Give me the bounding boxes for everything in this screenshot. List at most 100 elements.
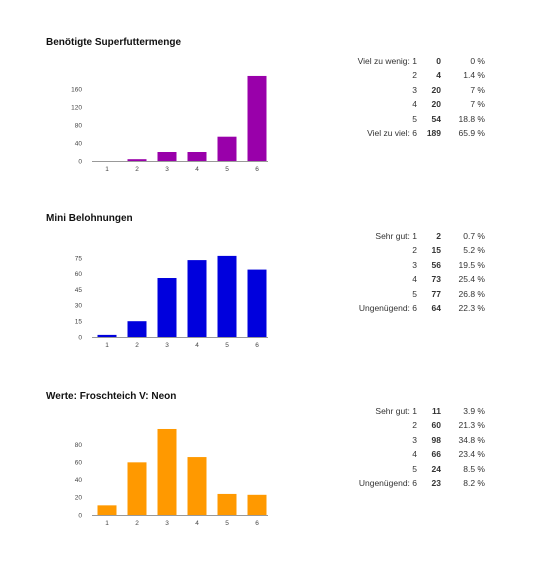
stats-percent: 3.9 %	[463, 406, 485, 416]
stats-row: 2 4 1.4 %	[355, 68, 485, 82]
bar-5	[217, 493, 237, 515]
stats-label: Sehr gut: 1	[375, 231, 417, 241]
stats-percent: 8.5 %	[463, 463, 485, 474]
stats-label: Sehr gut: 1	[375, 406, 417, 416]
x-tick-label: 3	[165, 166, 169, 173]
stats-label: 4	[412, 274, 417, 285]
y-tick-label: 60	[75, 460, 83, 467]
stats-row: 4 73 25.4 %	[355, 272, 485, 286]
stats-count: 66	[431, 449, 441, 460]
stats-percent: 25.4 %	[458, 274, 485, 285]
x-tick-label: 5	[225, 520, 229, 527]
x-tick-label: 2	[135, 342, 139, 349]
stats-label: Ungenügend: 6	[358, 303, 417, 314]
stats-percent: 19.5 %	[458, 259, 485, 270]
bar-3	[157, 152, 177, 161]
x-tick-label: 4	[195, 166, 199, 173]
chart-section-superfuttermenge: Benötigte Superfuttermenge 0 40 80 120 160 1 2…	[0, 37, 544, 212]
y-tick-label: 0	[78, 512, 82, 519]
x-tick-label: 3	[165, 520, 169, 527]
x-tick-label: 4	[195, 342, 199, 349]
bar-4	[187, 457, 207, 515]
y-tick-label: 80	[75, 442, 83, 449]
stats-row: 4 66 23.4 %	[355, 447, 485, 461]
y-tick-label: 0	[78, 158, 82, 165]
stats-row: 2 15 5.2 %	[355, 243, 485, 257]
bar-2	[127, 462, 147, 515]
bar-6	[247, 269, 267, 337]
stats-row: 5 54 18.8 %	[355, 112, 485, 126]
stats-count: 0	[436, 56, 441, 66]
bar-1	[97, 505, 117, 515]
stats-count: 24	[431, 463, 441, 474]
stats-label: 2	[412, 70, 417, 81]
x-tick-label: 6	[255, 342, 259, 349]
x-tick-label: 1	[105, 166, 109, 173]
y-tick-label: 45	[75, 287, 83, 294]
stats-label: Viel zu wenig: 1	[357, 56, 417, 66]
x-tick-label: 6	[255, 166, 259, 173]
stats-count: 77	[431, 288, 441, 299]
stats-count: 73	[431, 274, 441, 285]
bar-4	[187, 260, 207, 337]
stats-label: Ungenügend: 6	[358, 478, 417, 489]
chart-title: Benötigte Superfuttermenge	[46, 37, 182, 48]
bar-3	[157, 428, 177, 515]
stats-label: 2	[412, 245, 417, 256]
stats-label: 3	[412, 84, 417, 95]
stats-count: 56	[431, 259, 441, 270]
x-tick-label: 2	[135, 166, 139, 173]
stats-row: 5 77 26.8 %	[355, 287, 485, 301]
stats-row: 4 20 7 %	[355, 97, 485, 111]
stats-label: 5	[412, 288, 417, 299]
y-tick-label: 0	[78, 334, 82, 341]
stats-row: Ungenügend: 6 64 22.3 %	[355, 301, 485, 315]
stats-count: 23	[431, 478, 441, 489]
bar-5	[217, 255, 237, 337]
stats-percent: 8.2 %	[463, 478, 485, 489]
stats-percent: 22.3 %	[458, 303, 485, 314]
bar-chart: 0 40 80 120 160 1 2 3 4 5 6	[71, 75, 268, 173]
y-tick-label: 40	[75, 477, 83, 484]
bar-3	[157, 278, 177, 337]
stats-count: 4	[436, 70, 441, 81]
stats-percent: 1.4 %	[463, 70, 485, 81]
stats-percent: 0.7 %	[463, 231, 485, 241]
stats-label: 5	[412, 463, 417, 474]
y-tick-label: 30	[75, 303, 83, 310]
stats-percent: 26.8 %	[458, 288, 485, 299]
stats-label: 2	[412, 420, 417, 431]
stats-table: Sehr gut: 1 2 0.7 % 2 15 5.2 % 3 56 19.5 % 4 73 25.…	[355, 229, 485, 315]
stats-label: 4	[412, 449, 417, 460]
stats-count: 98	[431, 434, 441, 445]
x-tick-label: 1	[105, 342, 109, 349]
stats-label: 5	[412, 113, 417, 124]
stats-count: 20	[431, 84, 441, 95]
y-tick-label: 60	[75, 271, 83, 278]
bar-1	[97, 334, 117, 337]
x-tick-label: 2	[135, 520, 139, 527]
stats-percent: 7 %	[470, 84, 485, 95]
stats-row: 3 56 19.5 %	[355, 258, 485, 272]
chart-section-froschteich-neon: Werte: Froschteich V: Neon 0 20 40 60 80 1 2 3 4…	[0, 391, 544, 566]
stats-row: Viel zu viel: 6 189 65.9 %	[355, 126, 485, 140]
stats-row: Ungenügend: 6 23 8.2 %	[355, 476, 485, 490]
stats-label: 3	[412, 259, 417, 270]
stats-row: Sehr gut: 1 11 3.9 %	[355, 404, 485, 418]
stats-percent: 18.8 %	[458, 113, 485, 124]
x-tick-label: 1	[105, 520, 109, 527]
stats-table: Sehr gut: 1 11 3.9 % 2 60 21.3 % 3 98 34.8 % 4 66 2…	[355, 404, 485, 490]
chart-section-mini-belohnungen: Mini Belohnungen 0 15 30 45 60 75 1 2 3 4 5 6 Sehr …	[0, 213, 544, 388]
y-tick-label: 15	[75, 319, 83, 326]
bar-4	[187, 152, 207, 161]
stats-count: 15	[431, 245, 441, 256]
stats-percent: 65.9 %	[458, 128, 485, 139]
y-tick-label: 120	[71, 104, 82, 111]
stats-count: 11	[432, 406, 441, 416]
y-tick-label: 40	[75, 140, 83, 147]
stats-row: 3 98 34.8 %	[355, 433, 485, 447]
stats-row: Sehr gut: 1 2 0.7 %	[355, 229, 485, 243]
stats-row: 5 24 8.5 %	[355, 462, 485, 476]
stats-label: 4	[412, 99, 417, 110]
stats-percent: 21.3 %	[458, 420, 485, 431]
